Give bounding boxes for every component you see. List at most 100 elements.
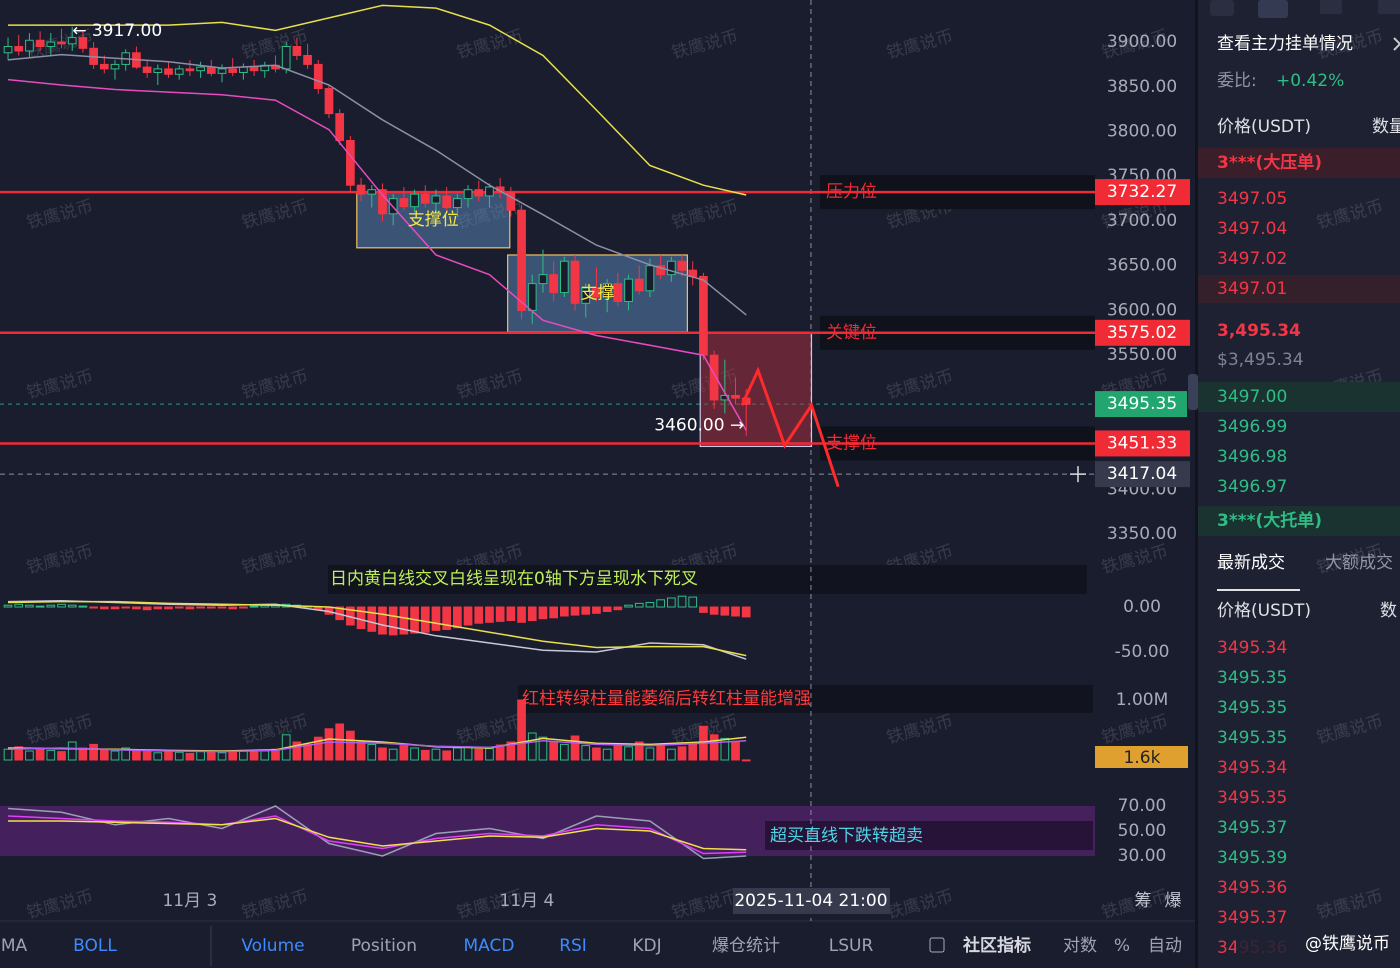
indicator-tab[interactable]: KDJ bbox=[632, 936, 661, 956]
price-line-label: 压力位 bbox=[826, 182, 877, 202]
candle-body bbox=[463, 189, 473, 200]
candle-body bbox=[142, 66, 152, 73]
ratio-label: 委比: bbox=[1217, 71, 1257, 91]
volume-bar bbox=[442, 750, 452, 761]
side-tool[interactable]: 筹 bbox=[1135, 891, 1152, 911]
macd-bar bbox=[731, 606, 740, 617]
indicator-tab[interactable]: LSUR bbox=[829, 936, 874, 956]
volume-bar bbox=[346, 730, 355, 761]
volume-bar bbox=[67, 741, 77, 761]
volume-bar bbox=[303, 743, 312, 761]
volume-badge-label: 1.6k bbox=[1124, 748, 1161, 768]
macd-bar bbox=[592, 606, 601, 614]
y-tick-label: 3650.00 bbox=[1107, 256, 1177, 276]
zone-box bbox=[699, 332, 813, 448]
column-header: 价格(USDT) bbox=[1217, 117, 1311, 137]
volume-bar bbox=[57, 751, 66, 761]
volume-bar bbox=[634, 741, 644, 761]
volume-bar bbox=[292, 741, 302, 761]
volume-bar bbox=[656, 745, 665, 761]
indicator-tab[interactable]: MA bbox=[1, 936, 28, 956]
trade-price: 3495.35 bbox=[1217, 788, 1287, 808]
candle-body bbox=[720, 394, 730, 401]
trade-tab[interactable]: 最新成交 bbox=[1217, 553, 1285, 573]
macd-bar bbox=[3, 604, 13, 608]
candle-body bbox=[110, 63, 120, 70]
indicator-tab[interactable]: 自动 bbox=[1148, 936, 1182, 956]
macd-bar bbox=[35, 605, 45, 608]
macd-bar bbox=[57, 603, 66, 608]
volume-bar bbox=[592, 747, 601, 761]
column-header: 数 bbox=[1380, 601, 1397, 621]
indicator-tab[interactable]: BOLL bbox=[73, 936, 117, 956]
candle-body bbox=[442, 195, 452, 209]
volume-bar bbox=[153, 752, 163, 761]
candle-body bbox=[613, 283, 623, 302]
volume-bar bbox=[517, 699, 526, 761]
macd-bar bbox=[132, 606, 141, 610]
y-tick-label: 3350.00 bbox=[1107, 524, 1177, 544]
icon[interactable] bbox=[1210, 0, 1234, 16]
macd-bar bbox=[517, 606, 526, 623]
candle-body bbox=[249, 66, 259, 72]
trade-tab[interactable]: 大额成交 bbox=[1325, 553, 1393, 573]
trade-price: 3495.35 bbox=[1217, 728, 1287, 748]
indicator-tab[interactable]: Position bbox=[351, 936, 417, 956]
candle-body bbox=[506, 191, 516, 211]
y-tick-label: 3800.00 bbox=[1107, 122, 1177, 142]
icon[interactable] bbox=[1320, 0, 1342, 14]
ask-price: 3497.05 bbox=[1217, 189, 1287, 209]
volume-bar bbox=[431, 748, 441, 761]
candle-body bbox=[474, 189, 484, 197]
collapse-handle[interactable] bbox=[1188, 374, 1198, 410]
indicator-tab[interactable]: MACD bbox=[464, 936, 515, 956]
indicator-tab[interactable]: % bbox=[1114, 936, 1130, 956]
macd-bar bbox=[624, 604, 633, 608]
macd-bar bbox=[645, 602, 655, 608]
volume-bar bbox=[174, 751, 184, 761]
trade-price: 3495.34 bbox=[1217, 638, 1287, 658]
indicator-tab[interactable]: Volume bbox=[241, 936, 304, 956]
candle-body bbox=[677, 260, 687, 271]
price-badge-label: 3575.02 bbox=[1107, 323, 1177, 343]
macd-bar bbox=[431, 606, 441, 631]
macd-bar bbox=[356, 606, 366, 630]
volume-bar bbox=[249, 751, 259, 761]
volume-bar bbox=[410, 747, 419, 761]
macd-bar bbox=[185, 606, 195, 610]
last-price: 3,495.34 bbox=[1217, 321, 1301, 341]
side-tool[interactable]: 爆 bbox=[1165, 891, 1182, 911]
indicator-tab[interactable]: RSI bbox=[559, 936, 587, 956]
low-label: 3460.00 → bbox=[654, 416, 744, 436]
signature-bg bbox=[1236, 928, 1400, 960]
candle-body bbox=[335, 113, 345, 141]
column-header: 价格(USDT) bbox=[1217, 601, 1311, 621]
candle-body bbox=[174, 68, 184, 75]
indicator-tab[interactable]: 社区指标 bbox=[962, 935, 1031, 956]
panel-title[interactable]: 查看主力挂单情况 bbox=[1217, 34, 1353, 54]
volume-bar bbox=[185, 752, 195, 761]
volume-bar bbox=[731, 741, 740, 761]
indicator-tab[interactable]: 对数 bbox=[1063, 936, 1097, 956]
candle-body bbox=[666, 260, 676, 276]
candle-body bbox=[699, 275, 708, 356]
volume-bar bbox=[570, 735, 580, 761]
candle-body bbox=[431, 195, 441, 204]
divider bbox=[1195, 0, 1198, 968]
indicator-tab[interactable]: 爆仓统计 bbox=[712, 936, 780, 956]
row-bg bbox=[1198, 506, 1400, 536]
icon[interactable] bbox=[1258, 0, 1288, 18]
y-tick-label: 3600.00 bbox=[1107, 300, 1177, 320]
price-badge-label: 3417.04 bbox=[1107, 464, 1177, 484]
candle-body bbox=[281, 46, 291, 70]
icon[interactable] bbox=[1378, 0, 1400, 14]
candle-body bbox=[538, 274, 548, 285]
candle-body bbox=[324, 88, 334, 115]
y-tick-label: -50.00 bbox=[1115, 642, 1170, 662]
macd-bar bbox=[709, 606, 719, 615]
candle-body bbox=[485, 186, 494, 197]
candle-body bbox=[3, 46, 13, 54]
macd-bar bbox=[463, 606, 473, 626]
macd-bar bbox=[495, 606, 505, 622]
